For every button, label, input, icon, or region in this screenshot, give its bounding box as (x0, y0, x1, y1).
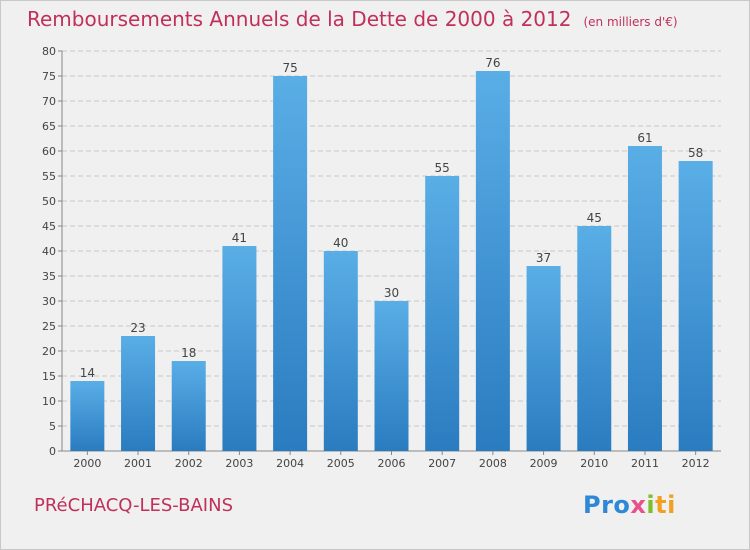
x-tick-label: 2003 (225, 457, 253, 470)
x-tick-label: 2001 (124, 457, 152, 470)
bar-2006 (374, 301, 409, 451)
x-tick-label: 2002 (175, 457, 203, 470)
x-tick-label: 2005 (327, 457, 355, 470)
data-label: 23 (130, 321, 145, 335)
unit-label: (en milliers d'€) (583, 15, 678, 29)
y-tick-label: 45 (42, 220, 56, 233)
x-tick-label: 2008 (479, 457, 507, 470)
bar-2003 (222, 246, 257, 451)
data-label: 40 (333, 236, 348, 250)
data-label: 76 (485, 56, 500, 70)
data-label: 75 (282, 61, 297, 75)
commune-name: PRéCHACQ-LES-BAINS (34, 495, 234, 516)
y-tick-label: 65 (42, 120, 56, 133)
bar-2001 (121, 336, 156, 451)
y-tick-label: 20 (42, 345, 56, 358)
data-label: 45 (587, 211, 602, 225)
data-label: 14 (80, 366, 95, 380)
chart-title: Remboursements Annuels de la Dette de 20… (27, 7, 678, 31)
y-tick-label: 80 (42, 45, 56, 58)
logo-part: Pro (583, 491, 631, 519)
data-label: 18 (181, 346, 196, 360)
title-text: Remboursements Annuels de la Dette de 20… (27, 7, 572, 31)
data-label: 55 (435, 161, 450, 175)
y-tick-label: 35 (42, 270, 56, 283)
y-tick-label: 30 (42, 295, 56, 308)
y-tick-label: 70 (42, 95, 56, 108)
bar-2008 (475, 71, 510, 451)
bar-2011 (627, 146, 662, 451)
bar-2012 (678, 161, 713, 451)
bar-2007 (425, 176, 460, 451)
x-tick-label: 2009 (530, 457, 558, 470)
x-tick-label: 2011 (631, 457, 659, 470)
y-tick-label: 50 (42, 195, 56, 208)
y-tick-label: 5 (49, 420, 56, 433)
x-tick-label: 2012 (682, 457, 710, 470)
data-label: 58 (688, 146, 703, 160)
y-tick-label: 40 (42, 245, 56, 258)
y-tick-label: 75 (42, 70, 56, 83)
logo-part: i (646, 491, 656, 519)
data-label: 30 (384, 286, 399, 300)
bar-2002 (171, 361, 206, 451)
data-label: 41 (232, 231, 247, 245)
bar-2005 (323, 251, 358, 451)
y-tick-label: 10 (42, 395, 56, 408)
bar-2000 (70, 381, 105, 451)
data-label: 37 (536, 251, 551, 265)
y-tick-label: 55 (42, 170, 56, 183)
x-tick-label: 2000 (73, 457, 101, 470)
x-tick-label: 2007 (428, 457, 456, 470)
x-tick-label: 2004 (276, 457, 304, 470)
bar-2010 (577, 226, 612, 451)
x-tick-label: 2010 (580, 457, 608, 470)
logo-part: x (630, 491, 647, 519)
x-tick-label: 2006 (378, 457, 406, 470)
y-tick-label: 60 (42, 145, 56, 158)
proxiti-logo: Proxiti (583, 491, 676, 519)
y-tick-label: 0 (49, 445, 56, 458)
logo-part: ti (655, 491, 676, 519)
data-label: 61 (637, 131, 652, 145)
y-tick-label: 25 (42, 320, 56, 333)
y-tick-label: 15 (42, 370, 56, 383)
bar-2009 (526, 266, 561, 451)
bar-2004 (273, 76, 308, 451)
